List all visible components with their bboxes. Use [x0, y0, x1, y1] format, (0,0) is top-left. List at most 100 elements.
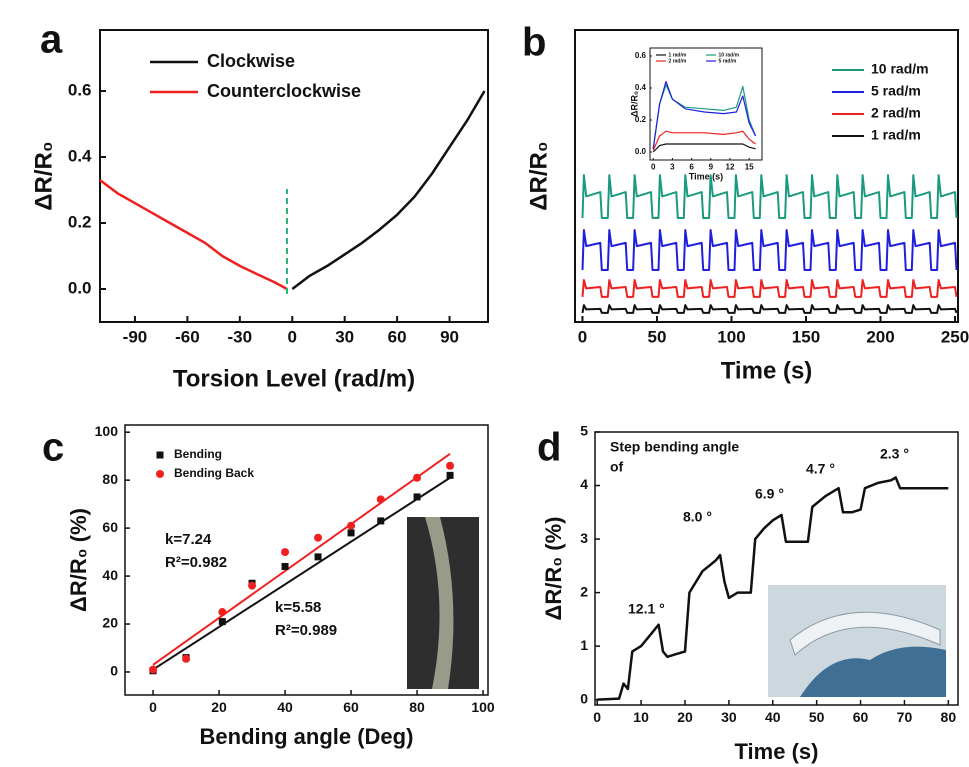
annotation: Step bending angle: [610, 439, 739, 455]
y-tick-label: 0.2: [635, 115, 647, 124]
y-tick-label: 0.0: [68, 278, 92, 297]
y-tick-label: 0.4: [68, 147, 92, 166]
y-tick-label: 2: [580, 583, 588, 599]
data-line: [581, 229, 958, 271]
marker: [314, 553, 322, 561]
marker: [413, 473, 422, 482]
marker: [347, 529, 355, 537]
marker: [149, 665, 158, 674]
legend-label: 10 rad/m: [719, 52, 740, 58]
y-tick-label: 0: [580, 690, 588, 706]
legend-label: 1 rad/m: [669, 52, 687, 58]
panel-label: a: [40, 18, 63, 62]
marker: [347, 521, 356, 530]
plot-frame: [124, 424, 489, 696]
photo-inset-d: [768, 585, 946, 697]
fit-label: R²=0.982: [165, 554, 227, 571]
legend-label: 5 rad/m: [871, 83, 921, 99]
y-tick-label: 0.6: [68, 81, 92, 100]
x-axis-title: Torsion Level (rad/m): [173, 365, 415, 392]
legend-label: 10 rad/m: [871, 61, 929, 77]
data-line: [652, 143, 756, 153]
annotation: 12.1 °: [628, 601, 665, 617]
marker: [314, 533, 323, 542]
x-tick-label: 0: [578, 328, 587, 347]
inset-background: [650, 48, 762, 160]
fit-label: k=7.24: [165, 531, 212, 548]
legend-marker: [156, 470, 164, 478]
x-tick-label: -60: [175, 328, 200, 347]
y-tick-label: 0.4: [635, 83, 647, 92]
x-tick-label: 100: [471, 699, 495, 715]
data-line: [581, 304, 958, 314]
y-tick-label: 20: [102, 615, 118, 631]
x-tick-label: 150: [792, 328, 820, 347]
y-tick-label: 80: [102, 471, 118, 487]
y-axis-title: ΔR/R₀: [629, 91, 639, 117]
marker: [281, 562, 289, 570]
fit-label: R²=0.989: [275, 622, 337, 639]
annotation: 4.7 °: [806, 461, 835, 477]
plot-area: [149, 452, 455, 675]
x-tick-label: 15: [745, 163, 754, 172]
y-tick-label: 0: [110, 663, 118, 679]
y-tick-label: 40: [102, 567, 118, 583]
x-axis-title: Time (s): [735, 739, 819, 764]
data-line: [652, 81, 757, 149]
annotation: 2.3 °: [880, 446, 909, 462]
x-tick-label: 30: [721, 709, 737, 725]
y-tick-label: 60: [102, 519, 118, 535]
marker: [377, 517, 385, 525]
x-tick-label: 40: [765, 709, 781, 725]
marker: [281, 548, 290, 557]
x-tick-label: 50: [809, 709, 825, 725]
marker: [182, 654, 191, 663]
y-tick-label: 3: [580, 530, 588, 546]
x-tick-label: 50: [648, 328, 667, 347]
fit-label: k=5.58: [275, 599, 321, 616]
annotation: 6.9 °: [755, 486, 784, 502]
plot-frame: [594, 431, 959, 706]
plot-frame: [99, 29, 489, 323]
legend-label: 5 rad/m: [719, 58, 737, 64]
y-tick-label: 1: [580, 637, 588, 653]
marker: [446, 471, 454, 479]
legend-label: Counterclockwise: [207, 81, 361, 101]
y-tick-label: 5: [580, 423, 588, 439]
legend-label: Bending Back: [174, 466, 254, 480]
x-tick-label: 60: [343, 699, 359, 715]
panel-label: b: [522, 21, 546, 65]
panel-label: c: [42, 426, 64, 470]
x-axis-title: Time (s): [689, 171, 723, 181]
x-tick-label: 0: [288, 328, 297, 347]
fit-line: [152, 476, 451, 671]
x-tick-label: 40: [277, 699, 293, 715]
y-tick-label: 0.2: [68, 213, 92, 232]
legend-label: 2 rad/m: [871, 105, 921, 121]
legend-marker: [156, 451, 164, 459]
x-tick-label: 100: [717, 328, 745, 347]
x-tick-label: 6: [689, 163, 694, 172]
data-line: [581, 174, 958, 219]
marker: [376, 495, 385, 504]
x-tick-label: 90: [440, 328, 459, 347]
plot-frame: [574, 29, 959, 323]
x-tick-label: 9: [709, 163, 714, 172]
data-line: [597, 476, 949, 701]
plot-area: [99, 90, 486, 291]
annotation: of: [610, 459, 624, 475]
y-axis-title: ΔR/R₀ (%): [541, 517, 566, 621]
x-axis-title: Time (s): [721, 357, 813, 384]
marker: [413, 493, 421, 501]
marker: [248, 581, 257, 590]
plot-area: [652, 81, 757, 153]
legend-label: Clockwise: [207, 51, 295, 71]
plot-area: [597, 476, 949, 701]
y-axis-title: ΔR/R₀: [525, 141, 552, 210]
x-tick-label: 10: [633, 709, 649, 725]
marker: [446, 461, 455, 470]
x-tick-label: 60: [388, 328, 407, 347]
x-tick-label: 0: [651, 163, 656, 172]
x-tick-label: 20: [211, 699, 227, 715]
